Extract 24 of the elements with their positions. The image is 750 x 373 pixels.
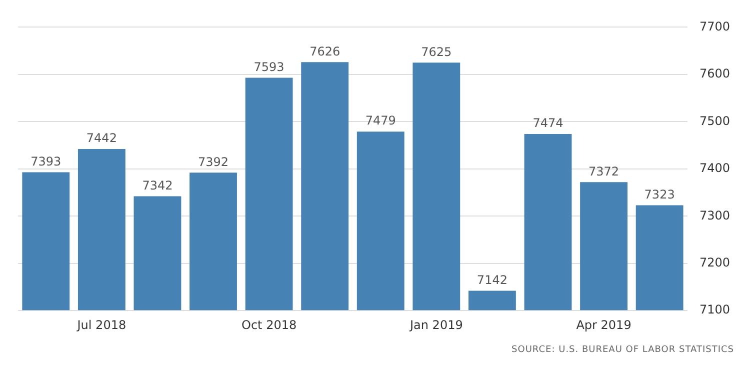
x-tick-label: Oct 2018: [241, 318, 297, 332]
data-label: 7626: [310, 44, 340, 58]
data-label: 7474: [532, 116, 564, 130]
y-tick-label: 7200: [699, 255, 730, 270]
data-label: 7392: [198, 154, 229, 169]
data-label: 7479: [365, 114, 396, 128]
data-label: 7142: [476, 272, 508, 287]
x-tick-label: Jul 2018: [76, 318, 126, 332]
data-label: 7342: [142, 178, 173, 192]
y-tick-label: 7300: [699, 208, 730, 222]
source-note: SOURCE: U.S. BUREAU OF LABOR STATISTICS: [510, 345, 735, 355]
y-tick-label: 7100: [699, 302, 730, 317]
x-tick-label: Apr 2019: [576, 318, 632, 332]
y-tick-label: 7400: [699, 161, 730, 176]
data-label: 7593: [254, 60, 284, 74]
data-label: 7393: [30, 154, 62, 168]
data-label: 7442: [86, 131, 117, 146]
data-label: 7372: [588, 164, 620, 178]
y-tick-label: 7600: [699, 66, 730, 81]
data-label: 7323: [644, 187, 675, 202]
data-label: 7625: [421, 44, 452, 59]
x-tick-label: Jan 2019: [408, 318, 463, 332]
y-tick-label: 7500: [699, 114, 730, 128]
y-tick-label: 7700: [699, 19, 730, 34]
